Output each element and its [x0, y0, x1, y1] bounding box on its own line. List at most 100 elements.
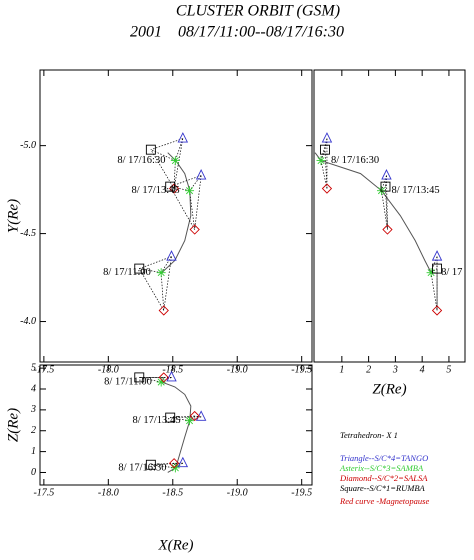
square-marker	[134, 263, 145, 274]
x-axis-label: X(Re)	[158, 537, 194, 553]
tetrahedron-edge	[324, 149, 328, 189]
diamond-marker	[158, 372, 169, 383]
x-tick-label: 3	[392, 364, 398, 375]
triangle-marker	[177, 132, 189, 143]
tetrahedron-edge	[150, 464, 176, 469]
tetrahedron-edge	[170, 175, 202, 187]
time-label: 8/ 17	[441, 267, 462, 278]
x-axis-label: Z(Re)	[372, 381, 406, 397]
tetrahedron-edge	[169, 186, 195, 230]
tetrahedron-edge	[138, 268, 165, 311]
triangle-marker	[166, 250, 177, 261]
tetrahedron-edge	[381, 175, 387, 191]
x-tick-label: 4	[420, 364, 425, 375]
plot-frame	[313, 69, 466, 363]
x-tick-label: -17.5	[33, 487, 54, 498]
square-marker	[320, 144, 330, 155]
asterisk-marker	[156, 268, 166, 278]
tetrahedron-edge	[139, 268, 162, 273]
tetrahedron-edge	[324, 138, 328, 150]
tetrahedron-edge	[320, 149, 326, 161]
x-tick-label: -18.5	[162, 487, 183, 498]
square-marker	[165, 412, 176, 423]
y-tick-label: 0	[31, 467, 36, 478]
tetrahedron-edge	[150, 138, 183, 151]
plot-frame	[39, 69, 313, 363]
diamond-marker	[321, 183, 333, 194]
tetrahedron-edge	[160, 256, 172, 273]
triangle-marker	[431, 250, 443, 261]
square-marker	[380, 181, 391, 192]
y-tick-label: -5.0	[20, 140, 36, 151]
tetrahedron-edge	[139, 377, 162, 383]
y-tick-label: 5	[31, 362, 36, 373]
figure-subtitle: 2001 08/17/11:00--08/17/16:30	[130, 24, 344, 41]
legend-title: Tetrahedron- X 1	[340, 430, 398, 440]
tetrahedron-edge	[386, 175, 388, 230]
legend-note: Red curve -Magnetopause	[339, 496, 429, 506]
y-tick-label: 4	[31, 383, 36, 394]
tetrahedron-edge	[381, 190, 388, 230]
legend-entry: Triangle--S/C*4=TANGO	[340, 453, 428, 463]
tetrahedron-edge	[194, 175, 202, 230]
square-marker	[134, 372, 145, 383]
triangle-marker	[166, 370, 177, 382]
triangle-marker	[177, 456, 189, 468]
x-tick-label: -18.0	[98, 487, 119, 498]
tetrahedron-edge	[385, 175, 387, 187]
tetrahedron-edge	[170, 186, 190, 192]
legend-entry: Asterix--S/C*3=SAMBA	[339, 463, 424, 473]
asterisk-marker	[170, 156, 180, 166]
time-label: 8/ 17/16:30	[117, 155, 165, 166]
asterisk-marker	[170, 463, 180, 473]
trajectory-curve	[161, 152, 192, 274]
asterisk-marker	[376, 186, 386, 196]
diamond-marker	[189, 224, 200, 235]
triangle-marker	[381, 169, 392, 180]
square-marker	[165, 181, 176, 192]
tetrahedron-edge	[430, 272, 438, 311]
legend-entry: Square--S/C*1=RUMBA	[340, 483, 426, 493]
tetrahedron-edge	[385, 186, 388, 230]
time-label: 8/ 17/16:30	[118, 462, 166, 473]
time-label: 8/ 17/16:30	[331, 155, 379, 166]
time-label: 8/ 17/13:45	[132, 185, 180, 196]
tetrahedron-edge	[163, 256, 172, 311]
asterisk-marker	[156, 377, 166, 387]
square-marker	[145, 459, 156, 470]
trajectory-curve	[161, 381, 192, 473]
triangle-marker	[321, 132, 333, 143]
y-tick-label: 3	[30, 404, 36, 415]
tetrahedron-edge	[189, 190, 196, 230]
triangle-marker	[195, 169, 207, 180]
asterisk-marker	[426, 268, 436, 278]
time-label: 8/ 17/11:00	[103, 267, 151, 278]
square-marker	[145, 144, 156, 155]
x-tick-label: -19.5	[291, 487, 312, 498]
x-tick-label: 5	[446, 364, 451, 375]
square-marker	[432, 263, 442, 274]
plot-frame	[39, 364, 313, 486]
diamond-marker	[382, 224, 393, 235]
asterisk-marker	[185, 416, 195, 426]
y-axis-label: Y(Re)	[5, 199, 21, 233]
diamond-marker	[158, 305, 169, 316]
y-tick-label: -4.0	[20, 316, 36, 327]
time-label: 8/ 17/11:00	[104, 376, 152, 387]
y-tick-label: -4.5	[20, 228, 36, 239]
asterisk-marker	[316, 156, 326, 166]
time-label: 8/ 17/13:45	[133, 415, 181, 426]
x-tick-label: 2	[366, 364, 371, 375]
legend-entry: Diamond--S/C*2=SALSA	[339, 473, 428, 483]
trajectory-curve	[314, 152, 432, 273]
tetrahedron-edge	[160, 272, 165, 311]
asterisk-marker	[185, 186, 195, 196]
diamond-marker	[168, 458, 180, 469]
y-tick-label: 1	[31, 446, 36, 457]
diamond-marker	[189, 410, 200, 422]
tetrahedron-edge	[170, 417, 190, 422]
x-tick-label: 1	[339, 364, 344, 375]
diamond-marker	[431, 305, 443, 316]
triangle-marker	[195, 410, 207, 421]
